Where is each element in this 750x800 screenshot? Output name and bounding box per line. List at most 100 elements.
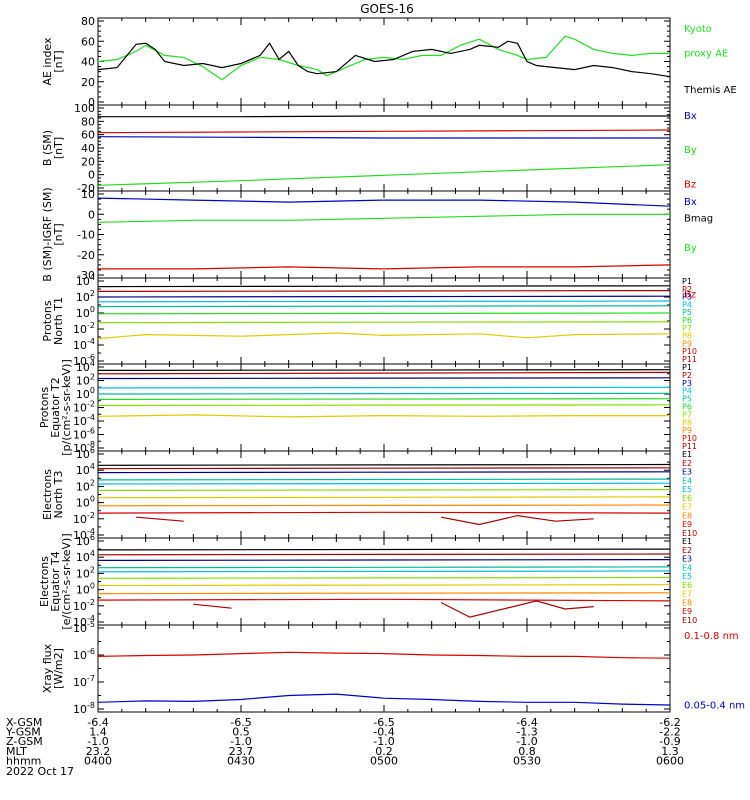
- x-row-value: 1.3: [661, 745, 679, 758]
- series-line-bx: [97, 197, 671, 207]
- legend-entry: E2: [682, 459, 692, 468]
- legend-entry: P8: [682, 418, 692, 427]
- series-line-by: [97, 164, 671, 186]
- legend-entry: E3: [682, 555, 692, 564]
- x-row-name: X-GSM: [6, 716, 42, 729]
- x-row-value: 0530: [513, 754, 541, 767]
- legend-entry: E1: [682, 537, 692, 546]
- series-line-bz: [98, 264, 671, 270]
- legend-entry: By: [684, 243, 697, 254]
- legend-entry: E6: [682, 581, 692, 590]
- series-line-e10: [193, 600, 594, 618]
- x-row-value: 0400: [84, 754, 112, 767]
- y-tick-label: 104: [76, 549, 95, 564]
- panel-frame: [97, 537, 671, 626]
- x-row-value: -1.0: [87, 735, 108, 748]
- x-row-value: 0.8: [518, 745, 536, 758]
- y-axis-label: Electrons: [41, 469, 54, 520]
- legend-entry: Bx: [684, 197, 697, 208]
- series-line-e3: [97, 471, 671, 474]
- x-row-value: -1.0: [516, 735, 537, 748]
- y-axis-label: Equator T4: [49, 551, 62, 611]
- series-line-bx: [97, 136, 670, 139]
- legend-entry: P10: [682, 347, 697, 356]
- plot-title: GOES-16: [360, 2, 414, 16]
- legend-entry: P11: [682, 355, 697, 364]
- series-line-p7: [97, 404, 671, 407]
- panel-bigrf: -30 -20 -10 0 10 B (SM)-IGRF (SM)[nT] Bx By Bz: [41, 187, 697, 300]
- series-line-p2: [97, 290, 671, 292]
- y-tick-label: 100: [76, 582, 95, 597]
- series-line-e6: [97, 576, 671, 579]
- legend-entry: P2: [682, 285, 692, 294]
- legend-entry: E9: [682, 520, 692, 529]
- legend-entry: E7: [682, 590, 692, 599]
- series-line-p8: [97, 414, 670, 418]
- series-line-e3: [97, 559, 671, 561]
- legend-entry: Bx: [684, 111, 697, 122]
- legend-entry: E4: [682, 476, 692, 485]
- series-line-p2: [97, 371, 671, 375]
- legend-entry: P3: [682, 379, 692, 388]
- y-axis-label: Equator T2: [49, 377, 62, 437]
- series-line-by: [97, 213, 670, 223]
- series-line-e4: [97, 566, 671, 569]
- series-line-p5: [97, 305, 671, 308]
- panel-frame: [97, 104, 671, 192]
- series-line-p1: [97, 285, 671, 288]
- y-tick-label: 106: [76, 446, 95, 461]
- series-line-p4: [97, 300, 671, 303]
- y-tick-label: 10-7: [73, 674, 95, 689]
- series-line-e9: [97, 598, 671, 602]
- panel-frame: [97, 190, 671, 279]
- legend-entry: P4: [682, 387, 692, 396]
- y-axis-label: Protons: [41, 300, 54, 341]
- legend-entry: E1: [682, 450, 692, 459]
- series-line-bmag: [98, 115, 670, 118]
- series-line-0-05-0-4-nm: [97, 693, 671, 706]
- legend-entry: Themis AE: [683, 85, 737, 96]
- legend-entry: E6: [682, 494, 692, 503]
- series-line-e8: [97, 504, 671, 507]
- legend-entry: P8: [682, 332, 692, 341]
- y-axis-label: B (SM)-IGRF (SM): [41, 187, 54, 281]
- panel-frame: [97, 17, 671, 106]
- panel-frame: [97, 624, 671, 713]
- series-line-p6: [97, 398, 671, 400]
- legend-entry: P5: [682, 308, 692, 317]
- y-axis-label: Xray flux: [41, 643, 54, 693]
- series-line-e1: [97, 548, 671, 551]
- y-axis-label: [e/(cm²-s-sr-keV)]: [60, 533, 73, 629]
- legend-entry: P3: [682, 293, 692, 302]
- legend-entry: E2: [682, 546, 692, 555]
- legend-entry: E5: [682, 485, 692, 494]
- series-line-p3: [97, 295, 671, 298]
- series-line-e7: [97, 496, 671, 499]
- series-line-e7: [97, 584, 671, 587]
- y-tick-label: 10: [81, 188, 95, 201]
- legend-entry: Bz: [684, 179, 696, 190]
- legend-entry: P6: [682, 316, 692, 325]
- y-tick-label: 60: [81, 35, 95, 48]
- y-tick-label: 10-2: [73, 511, 95, 526]
- y-tick-label: 102: [76, 478, 95, 493]
- date-label: 2022 Oct 17: [6, 765, 74, 778]
- legend-entry: 0.05-0.4 nm: [684, 700, 745, 711]
- legend-entry: E8: [682, 598, 692, 607]
- y-axis-label: North T3: [52, 471, 65, 519]
- legend-entry: P9: [682, 426, 692, 435]
- x-row-name: MLT: [6, 745, 27, 758]
- y-tick-label: 100: [76, 305, 95, 320]
- series-line-bz: [97, 129, 671, 134]
- series-line-e9: [97, 511, 671, 514]
- legend-entry: 0.1-0.8 nm: [684, 631, 739, 642]
- y-tick-label: 60: [81, 129, 95, 142]
- series-line-e8: [97, 592, 671, 595]
- series-line-e2: [97, 467, 671, 470]
- x-row-name: Y-GSM: [5, 726, 41, 739]
- legend-entry: E5: [682, 572, 692, 581]
- series-line-p1: [97, 369, 671, 371]
- y-axis-label: [W/m2]: [52, 648, 65, 689]
- legend-entry: P7: [682, 410, 692, 419]
